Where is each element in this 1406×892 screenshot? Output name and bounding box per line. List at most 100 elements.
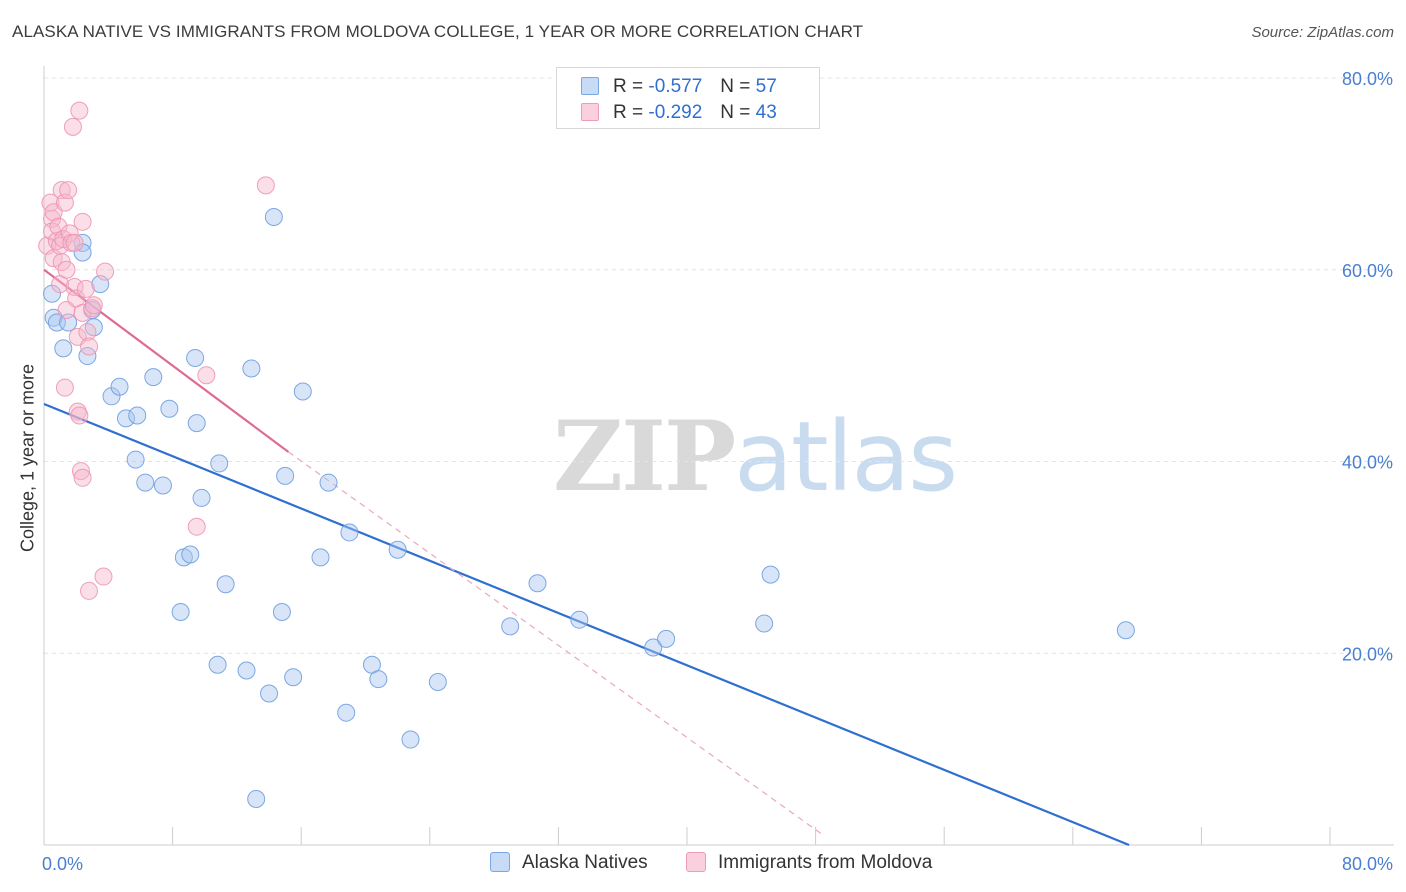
legend-label-alaska-natives: Alaska Natives <box>522 852 648 873</box>
point-moldova <box>94 567 113 586</box>
point-moldova <box>65 278 84 297</box>
point-alaska-natives <box>160 399 179 418</box>
point-alaska-natives <box>116 409 135 428</box>
point-alaska-natives <box>570 610 589 629</box>
point-alaska-natives <box>340 523 359 542</box>
point-alaska-natives <box>128 406 147 425</box>
legend-item-alaska-natives: Alaska Natives <box>490 852 648 874</box>
source-label: Source: ZipAtlas.com <box>1251 24 1394 41</box>
point-alaska-natives <box>276 466 295 485</box>
point-alaska-natives <box>192 488 211 507</box>
point-moldova <box>63 117 82 136</box>
watermark-zip: ZIP <box>553 400 736 513</box>
point-alaska-natives <box>247 789 266 808</box>
point-moldova <box>80 581 99 600</box>
point-moldova <box>76 279 95 298</box>
point-moldova <box>96 262 115 281</box>
legend-n-label: N = <box>720 76 751 97</box>
stats-legend: R = -0.577 N = 57 R = -0.292 N = 43 <box>556 67 820 129</box>
point-moldova <box>41 193 60 212</box>
y-tick-label: 80.0% <box>1342 69 1393 89</box>
point-alaska-natives <box>242 359 261 378</box>
point-alaska-natives <box>657 629 676 648</box>
y-tick-label: 40.0% <box>1342 453 1393 473</box>
point-moldova <box>80 337 99 356</box>
point-alaska-natives <box>181 545 200 564</box>
point-alaska-natives <box>1116 621 1135 640</box>
point-alaska-natives <box>528 574 547 593</box>
point-alaska-natives <box>311 548 330 567</box>
data-points <box>38 101 1135 808</box>
legend-item-moldova: Immigrants from Moldova <box>686 852 932 874</box>
point-alaska-natives <box>401 730 420 749</box>
point-moldova <box>71 462 90 481</box>
point-alaska-natives <box>208 655 227 674</box>
legend-swatch-moldova <box>581 103 599 121</box>
x-tick-label: 80.0% <box>1342 854 1393 874</box>
y-tick-label: 20.0% <box>1342 644 1393 664</box>
point-alaska-natives <box>319 473 338 492</box>
legend-swatch-alaska-natives <box>490 852 510 872</box>
legend-label-moldova: Immigrants from Moldova <box>718 852 933 873</box>
point-moldova <box>57 260 76 279</box>
point-alaska-natives <box>337 703 356 722</box>
point-moldova <box>65 233 84 252</box>
point-moldova <box>78 323 97 342</box>
point-alaska-natives <box>644 638 663 657</box>
tick-labels: 20.0% 40.0% 60.0% 80.0% 0.0% 80.0% <box>42 69 1393 874</box>
legend-swatch-moldova <box>686 852 706 872</box>
point-alaska-natives <box>293 382 312 401</box>
point-alaska-natives <box>153 476 172 495</box>
point-alaska-natives <box>54 339 73 358</box>
point-alaska-natives <box>216 575 235 594</box>
legend-row-alaska-natives: R = -0.577 N = 57 <box>581 76 777 100</box>
point-alaska-natives <box>171 603 190 622</box>
legend-n-value: 57 <box>755 76 777 97</box>
point-alaska-natives <box>110 377 129 396</box>
legend-swatch-alaska-natives <box>581 77 599 95</box>
point-alaska-natives <box>388 540 407 559</box>
point-alaska-natives <box>501 617 520 636</box>
point-moldova <box>84 296 103 315</box>
x-tick-label: 0.0% <box>42 854 83 874</box>
point-alaska-natives <box>284 668 303 687</box>
point-alaska-natives <box>761 565 780 584</box>
legend-n-value: 43 <box>755 102 777 123</box>
point-alaska-natives <box>369 670 388 689</box>
trend-lines <box>43 268 1130 847</box>
point-alaska-natives <box>237 661 256 680</box>
point-moldova <box>197 366 216 385</box>
point-alaska-natives <box>78 347 97 366</box>
point-alaska-natives <box>187 414 206 433</box>
point-alaska-natives <box>144 368 163 387</box>
point-alaska-natives <box>136 473 155 492</box>
point-moldova <box>70 101 89 120</box>
point-moldova <box>73 468 92 487</box>
y-tick-label: 60.0% <box>1342 261 1393 281</box>
point-moldova <box>43 209 62 228</box>
legend-r-label: R = <box>613 102 644 123</box>
point-alaska-natives <box>210 454 229 473</box>
legend-r-value: -0.577 <box>648 76 703 97</box>
point-alaska-natives <box>186 348 205 367</box>
point-alaska-natives <box>272 603 291 622</box>
point-moldova <box>60 224 79 243</box>
legend-r-label: R = <box>613 76 644 97</box>
trend-extension-line <box>287 451 824 836</box>
watermark: ZIPatlas <box>553 400 958 513</box>
point-moldova <box>70 406 89 425</box>
point-moldova <box>59 181 78 200</box>
legend-n-label: N = <box>720 102 751 123</box>
legend-r-value: -0.292 <box>648 102 703 123</box>
chart-title: ALASKA NATIVE VS IMMIGRANTS FROM MOLDOVA… <box>12 22 864 41</box>
axes <box>43 66 1394 846</box>
point-alaska-natives <box>428 673 447 692</box>
legend-row-moldova: R = -0.292 N = 43 <box>581 102 777 126</box>
point-moldova <box>55 378 74 397</box>
point-moldova <box>83 299 102 318</box>
point-moldova <box>256 176 275 195</box>
point-alaska-natives <box>755 614 774 633</box>
point-alaska-natives <box>264 208 283 227</box>
point-moldova <box>187 517 206 536</box>
point-alaska-natives <box>260 684 279 703</box>
